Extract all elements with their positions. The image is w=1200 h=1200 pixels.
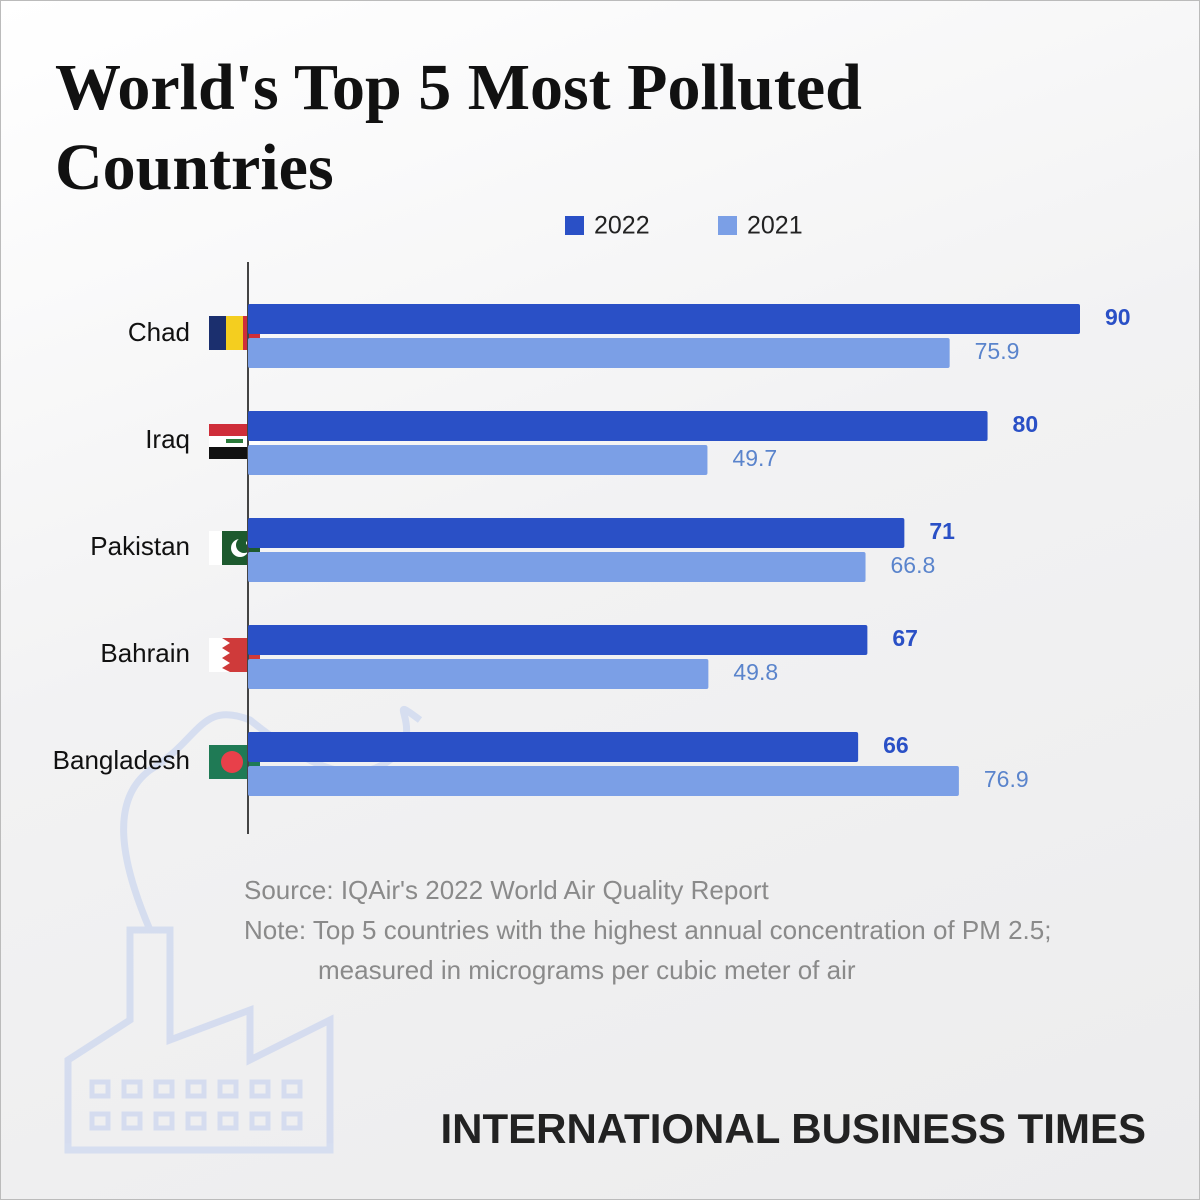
category-label: Iraq	[145, 424, 190, 454]
value-label: 76.9	[984, 766, 1029, 792]
legend-label: 2022	[594, 212, 650, 240]
legend-swatch	[565, 216, 584, 235]
value-label: 49.8	[733, 659, 778, 685]
value-label: 80	[1013, 411, 1039, 437]
value-label: 66.8	[891, 552, 936, 578]
legend-label: 2021	[747, 212, 803, 240]
note: Note: Top 5 countries with the highest a…	[244, 915, 1051, 945]
note: measured in micrograms per cubic meter o…	[318, 955, 856, 985]
bar	[248, 518, 905, 548]
value-label: 66	[883, 732, 909, 758]
value-label: 67	[892, 625, 918, 651]
bar	[248, 625, 868, 655]
bar	[248, 445, 708, 475]
value-label: 75.9	[975, 338, 1020, 364]
category-label: Pakistan	[90, 531, 190, 561]
legend-swatch	[718, 216, 737, 235]
bar	[248, 732, 859, 762]
bar	[248, 304, 1080, 334]
value-label: 90	[1105, 304, 1131, 330]
category-label: Bahrain	[100, 638, 190, 668]
bar	[248, 411, 988, 441]
category-label: Chad	[128, 317, 190, 347]
chart-title: World's Top 5 Most Polluted Countries	[55, 51, 862, 204]
bar	[248, 766, 959, 796]
category-label: Bangladesh	[53, 745, 190, 775]
value-label: 71	[929, 518, 955, 544]
bar	[248, 659, 709, 689]
brand: INTERNATIONAL BUSINESS TIMES	[441, 1105, 1147, 1152]
bar	[248, 338, 950, 368]
source: Source: IQAir's 2022 World Air Quality R…	[244, 875, 769, 905]
bar	[248, 552, 866, 582]
value-label: 49.7	[732, 445, 777, 471]
